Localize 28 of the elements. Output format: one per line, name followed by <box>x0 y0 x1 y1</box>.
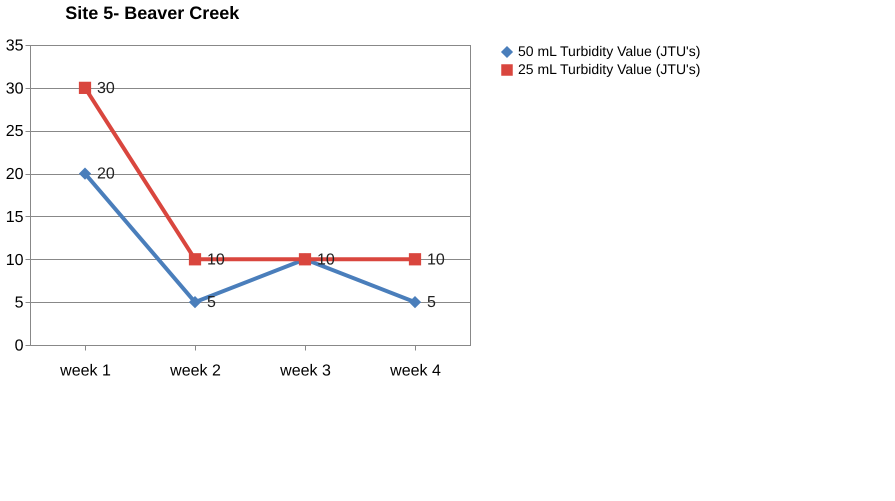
x-tick-label: week 1 <box>59 362 111 380</box>
data-label: 10 <box>427 251 445 268</box>
y-tick-label: 10 <box>6 252 24 269</box>
y-tick-label: 25 <box>6 123 24 140</box>
point <box>78 167 92 180</box>
data-label: 5 <box>207 294 216 312</box>
x-tick-label: week 3 <box>279 362 331 380</box>
y-tick-label: 35 <box>6 38 24 54</box>
y-tick-label: 5 <box>14 294 24 312</box>
data-label: 10 <box>207 251 225 268</box>
x-tick-label: week 2 <box>169 362 221 380</box>
data-label: 20 <box>97 166 115 183</box>
x-tick-label: week 4 <box>389 362 441 380</box>
point <box>408 296 422 308</box>
y-tick-label: 15 <box>6 208 24 226</box>
legend-label: 50 mL Turbidity Value (JTU's) <box>518 43 700 59</box>
legend-label: 25 mL Turbidity Value (JTU's) <box>518 61 700 77</box>
y-tick-label: 20 <box>6 166 24 184</box>
chart-title: Site 5- Beaver Creek <box>65 3 240 23</box>
data-label: 5 <box>427 294 436 312</box>
data-label: 10 <box>317 251 335 268</box>
data-label: 30 <box>97 80 115 97</box>
point <box>188 253 202 266</box>
y-tick-label: 0 <box>14 338 24 354</box>
point <box>188 296 202 308</box>
point <box>78 82 92 94</box>
point <box>408 253 422 266</box>
y-tick-label: 30 <box>6 80 24 98</box>
